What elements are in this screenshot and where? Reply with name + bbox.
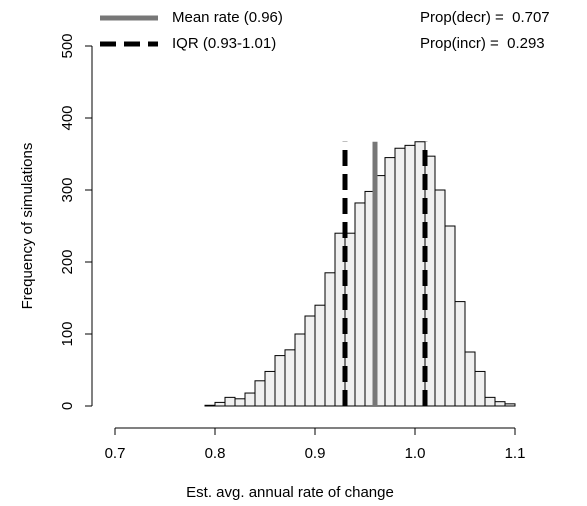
- x-tick-label: 1.0: [405, 445, 426, 462]
- bar: [444, 225, 456, 407]
- bar: [484, 396, 496, 407]
- y-tick-label: 0: [59, 402, 76, 410]
- y-tick-label: 300: [59, 177, 76, 202]
- bar: [214, 401, 226, 407]
- annotation: Prop(decr) = 0.707: [420, 9, 550, 26]
- x-axis-title: Est. avg. annual rate of change: [186, 484, 394, 501]
- bar: [354, 202, 366, 407]
- bar: [474, 370, 486, 407]
- bar: [404, 144, 416, 407]
- y-tick-label: 500: [59, 33, 76, 58]
- y-tick-label: 200: [59, 249, 76, 274]
- bar: [224, 396, 236, 407]
- bar: [264, 370, 276, 407]
- bar: [244, 392, 256, 407]
- y-tick-label: 400: [59, 105, 76, 130]
- bar: [274, 355, 286, 407]
- bar: [434, 189, 446, 407]
- legend-label: Mean rate (0.96): [172, 9, 283, 26]
- bar: [284, 349, 296, 407]
- annotation: Prop(incr) = 0.293: [420, 35, 545, 52]
- bar: [464, 351, 476, 407]
- y-tick-label: 100: [59, 321, 76, 346]
- legend-label: IQR (0.93-1.01): [172, 35, 276, 52]
- bar: [324, 272, 336, 407]
- bar: [294, 333, 306, 407]
- x-tick-label: 0.9: [305, 445, 326, 462]
- x-tick-label: 0.7: [105, 445, 126, 462]
- x-tick-label: 0.8: [205, 445, 226, 462]
- bar: [494, 401, 506, 407]
- bar: [504, 403, 516, 407]
- bar: [454, 301, 466, 407]
- bar: [384, 157, 396, 407]
- bar: [304, 315, 316, 407]
- bar: [254, 380, 266, 407]
- bar: [204, 404, 216, 407]
- bar: [234, 398, 246, 407]
- bar: [314, 304, 326, 407]
- x-tick-label: 1.1: [505, 445, 526, 462]
- y-axis-title: Frequency of simulations: [19, 143, 36, 310]
- bar: [394, 147, 406, 407]
